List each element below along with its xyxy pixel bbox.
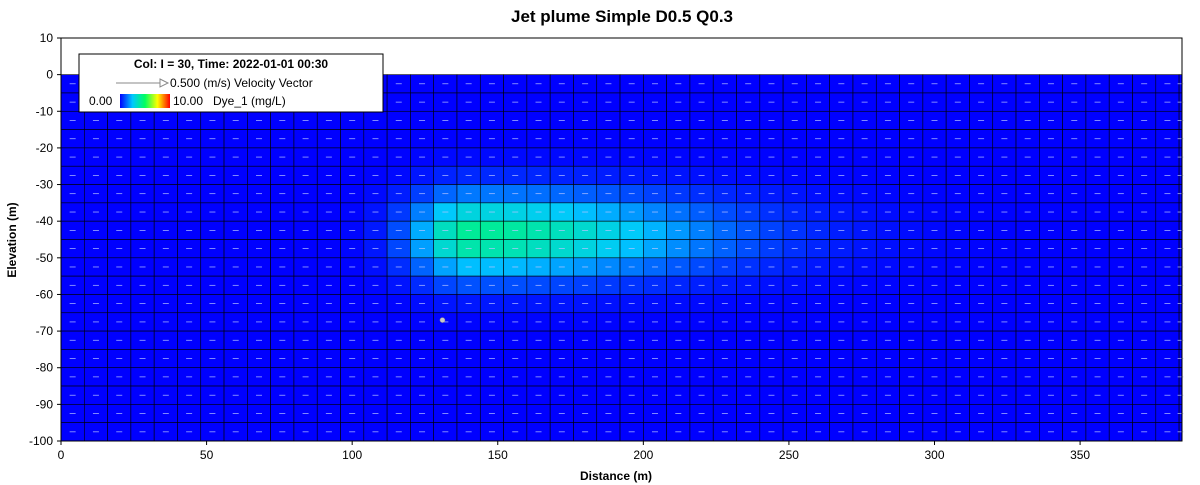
colorbar-min-label: 0.00: [89, 94, 113, 108]
x-axis: 0 50 100 150 200 250 300 350: [58, 441, 1090, 462]
x-tick-label: 200: [633, 448, 653, 462]
y-axis: 10 0 -10 -20 -30 -40 -50 -60 -70 -80 -90 -100: [29, 31, 61, 448]
y-tick-label: -10: [36, 104, 54, 118]
chart-title: Jet plume Simple D0.5 Q0.3: [511, 7, 733, 26]
x-tick-label: 50: [200, 448, 214, 462]
y-tick-label: -20: [36, 141, 54, 155]
y-tick-label: -60: [36, 287, 54, 301]
velocity-arrow-icon: [116, 78, 170, 88]
y-tick-label: -50: [36, 251, 54, 265]
plot-area: [60, 74, 1184, 442]
x-tick-label: 100: [342, 448, 362, 462]
legend-header: Col: I = 30, Time: 2022-01-01 00:30: [134, 57, 329, 71]
y-tick-label: 0: [46, 68, 53, 82]
y-axis-label: Elevation (m): [5, 202, 19, 277]
y-tick-label: -90: [36, 397, 54, 411]
y-tick-label: -40: [36, 214, 54, 228]
colorbar-max-label: 10.00: [173, 94, 203, 108]
x-tick-label: 350: [1070, 448, 1090, 462]
y-tick-label: -70: [36, 324, 54, 338]
plot-frame: [60, 37, 1183, 442]
colorbar: [120, 94, 170, 108]
legend-box: Col: I = 30, Time: 2022-01-01 00:30 0.50…: [78, 53, 384, 113]
y-tick-label: -100: [29, 434, 53, 448]
velocity-vector-label: 0.500 (m/s) Velocity Vector: [170, 76, 313, 90]
x-tick-label: 300: [924, 448, 944, 462]
y-tick-label: 10: [40, 31, 54, 45]
x-axis-label: Distance (m): [580, 469, 652, 483]
y-tick-label: -80: [36, 361, 54, 375]
x-tick-label: 0: [58, 448, 65, 462]
x-tick-label: 250: [779, 448, 799, 462]
colorbar-variable-label: Dye_1 (mg/L): [213, 94, 286, 108]
x-tick-label: 150: [488, 448, 508, 462]
source-marker: [439, 317, 446, 323]
y-tick-label: -30: [36, 178, 54, 192]
